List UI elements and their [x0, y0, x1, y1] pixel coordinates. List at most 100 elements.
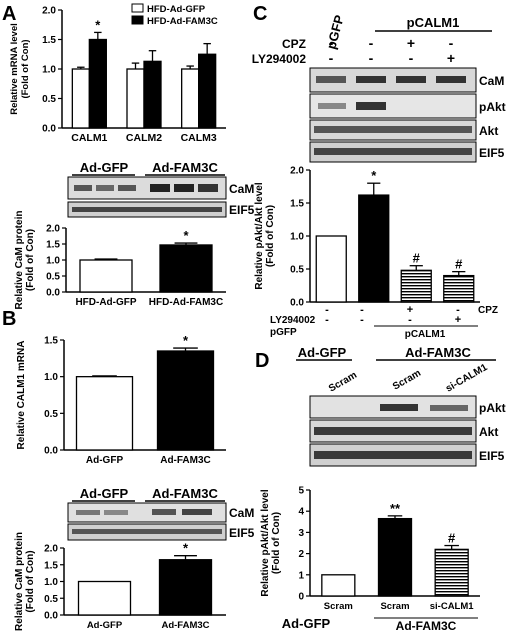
y-axis-label: Relative pAkt/Akt level [260, 489, 271, 596]
bar [158, 559, 213, 616]
y-tick-label: 3 [298, 528, 304, 539]
treatment-mark: - [449, 35, 454, 51]
legend-label-fam3c: HFD-Ad-FAM3C [147, 16, 218, 27]
y-axis-label: (Fold of Con) [265, 205, 276, 267]
bar [358, 194, 390, 303]
chart-c: Relative pAkt/Akt level (Fold of Con) 0.0 0… [254, 166, 480, 309]
blot-b: Ad-GFP Ad-FAM3C CaM EIF5 [67, 486, 255, 541]
y-tick-label: 4 [298, 507, 304, 518]
bar [400, 269, 432, 303]
y-tick-label: 2.0 [290, 166, 304, 177]
treatment-mark: - [408, 314, 412, 326]
d-bottom-fam3c: Ad-FAM3C [396, 619, 457, 633]
bar [143, 60, 162, 129]
bar [159, 244, 213, 293]
x-tick-label: CALM2 [126, 132, 162, 144]
c-group-pgfp: pGFP [323, 13, 347, 51]
y-tick-label: 0.5 [290, 265, 304, 276]
blot-a-cam-strip [67, 176, 227, 200]
legend-label-gfp: HFD-Ad-GFP [147, 4, 206, 15]
treatment-mark: - [409, 50, 414, 66]
significance-mark: # [455, 257, 463, 272]
y-tick-label: 2.0 [42, 6, 56, 17]
bar [377, 517, 413, 597]
d-header: Ad-GFP Ad-FAM3C Scram Scram si-CALM1 [296, 345, 496, 395]
significance-mark: * [183, 333, 189, 348]
d-bottom-gfp: Ad-GFP [282, 616, 331, 631]
y-axis-label: (Fold of Con) [20, 39, 31, 98]
x-tick-label: Scram [324, 601, 353, 612]
blot-a-group-1: Ad-GFP [80, 160, 129, 175]
blot-b-row-eif5: EIF5 [229, 526, 255, 540]
blot-c-row-cam: CaM [479, 74, 504, 88]
blot-d-row-eif5: EIF5 [479, 449, 505, 463]
blot-c-row-pakt: pAkt [479, 100, 506, 114]
blot-c-row-eif5: EIF5 [479, 146, 505, 160]
d-lane-2: Scram [391, 368, 423, 393]
d-lane-1: Scram [327, 370, 359, 395]
blot-d-row-akt: Akt [479, 425, 498, 439]
treatment-mark: + [447, 50, 455, 66]
blot-c-row-akt: Akt [479, 124, 498, 138]
y-tick-label: 0 [298, 592, 304, 603]
y-tick-label: 0.5 [42, 94, 56, 105]
c-row-cpz: CPZ [282, 37, 306, 51]
y-tick-label: 1.0 [290, 232, 304, 243]
y-tick-label: 1.5 [42, 35, 56, 46]
treatment-mark: - [325, 314, 329, 326]
legend-swatch-gfp [131, 3, 144, 13]
blot-a-group-2: Ad-FAM3C [152, 160, 218, 175]
treatment-mark: + [455, 314, 461, 326]
treatment-mark: - [360, 314, 364, 326]
c-bottom-treatments: CPZ LY294002 - - + -- - - + pGFP pCALM1 [270, 304, 498, 340]
y-tick-label: 0.0 [46, 288, 60, 299]
y-tick-label: 0.5 [44, 409, 58, 420]
treatment-mark: - [369, 50, 374, 66]
bar [79, 259, 133, 293]
treatment-mark: + [407, 35, 415, 51]
y-tick-label: 0.5 [46, 272, 60, 283]
treatment-mark: - [369, 35, 374, 51]
significance-mark: * [371, 168, 377, 183]
chart-d: Relative pAkt/Akt level (Fold of Con) 0 1 2 3… [260, 486, 480, 612]
bar [315, 235, 347, 303]
chart-b-protein: Relative CaM protein (Fold of Con) 0.0 0.5 1… [14, 532, 226, 631]
significance-mark: # [413, 251, 421, 266]
y-tick-label: 1.5 [290, 199, 304, 210]
d-group-gfp: Ad-GFP [298, 345, 347, 360]
bar [77, 580, 132, 616]
c-bottom-ly: LY294002 [270, 315, 316, 326]
significance-mark: ** [390, 501, 401, 516]
panel-label-d: D [255, 350, 269, 372]
x-tick-label: Ad-FAM3C [160, 455, 211, 466]
x-tick-label: HFD-Ad-FAM3C [149, 297, 223, 308]
y-tick-label: 0.0 [44, 611, 58, 622]
y-axis-label: (Fold of Con) [25, 550, 36, 612]
y-tick-label: 0.0 [44, 446, 58, 457]
treatment-c: pGFP pCALM1 CPZ LY294002 - - + -- - - + [252, 13, 492, 66]
bar [156, 350, 215, 451]
y-tick-label: 0.0 [290, 298, 304, 309]
y-tick-label: 2.0 [44, 544, 58, 555]
c-bottom-cpz: CPZ [478, 305, 498, 316]
y-axis-label: Relative CaM protein [14, 211, 25, 310]
y-tick-label: 1.0 [44, 577, 58, 588]
significance-mark: * [183, 541, 189, 556]
y-tick-label: 1.0 [42, 65, 56, 76]
bar [321, 574, 356, 597]
y-tick-label: 1.0 [44, 372, 58, 383]
chart-a-protein: Relative CaM protein (Fold of Con) 0.0 0.5 1… [14, 211, 226, 310]
legend-a: HFD-Ad-GFP HFD-Ad-FAM3C [131, 3, 218, 27]
x-tick-label: Ad-FAM3C [161, 620, 209, 631]
blot-a-row-cam: CaM [229, 182, 254, 196]
x-tick-label: Ad-GFP [87, 620, 123, 631]
treatment-mark: - [329, 50, 334, 66]
chart-a-mrna: Relative mRNA level (Fold of Con) 0.0 0.5 1.… [9, 6, 226, 144]
c-bottom-pgfp: pGFP [270, 327, 297, 338]
x-tick-label: si-CALM1 [430, 601, 475, 612]
panel-label-c: C [253, 3, 267, 25]
y-tick-label: 0.5 [44, 594, 58, 605]
x-tick-label: CALM1 [71, 132, 107, 144]
treatment-mark: + [407, 304, 413, 316]
